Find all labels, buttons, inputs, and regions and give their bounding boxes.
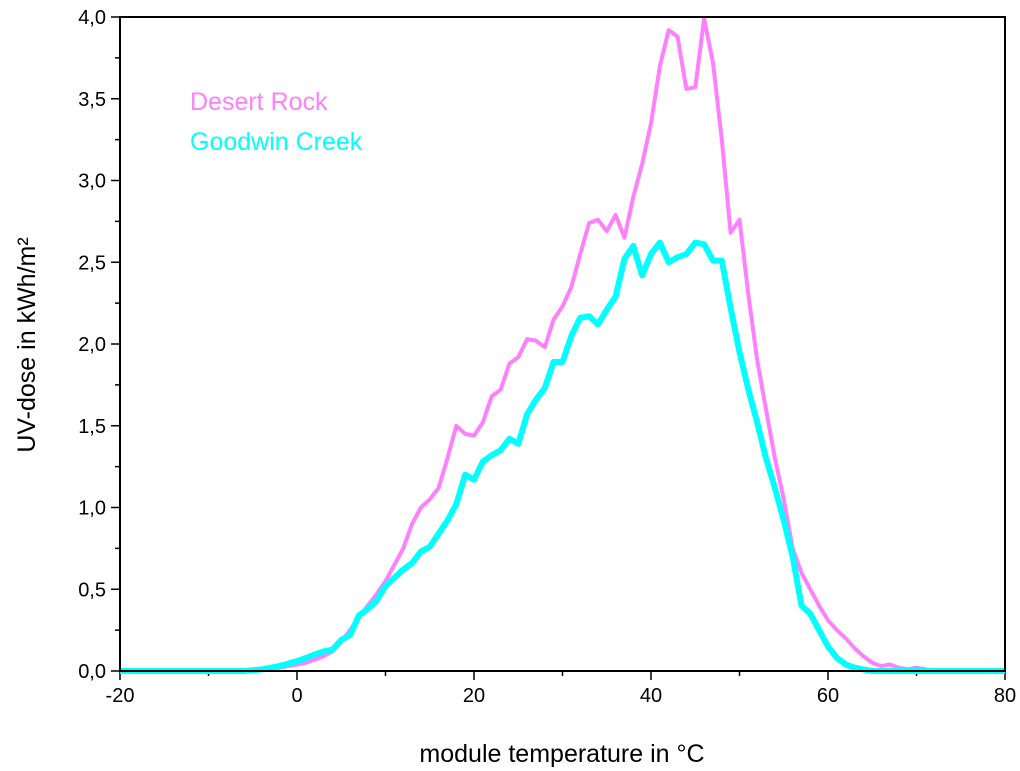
x-tick-label: 0	[291, 685, 302, 707]
series-line-desert-rock	[120, 16, 1005, 673]
y-tick-label: 2,0	[78, 334, 106, 356]
y-tick-label: 4,0	[78, 7, 106, 29]
y-tick-label: 1,0	[78, 498, 106, 520]
legend-entry-goodwin-creek: Goodwin Creek	[190, 128, 363, 156]
y-tick-label: 3,5	[78, 89, 106, 111]
y-tick-label: 1,5	[78, 416, 106, 438]
legend-entry-desert-rock: Desert Rock	[190, 88, 328, 116]
tick-labels: -20 0 20 40 60 80 0,0 0,5 1,0 1,5 2,0 2,5 3,0 3,5 4,0	[78, 7, 1016, 707]
x-tick-label: 20	[463, 685, 485, 707]
y-tick-label: 0,0	[78, 661, 106, 683]
x-tick-label: 40	[640, 685, 662, 707]
series-lines	[120, 16, 1005, 674]
y-tick-label: 0,5	[78, 579, 106, 601]
series-line-goodwin-creek	[120, 239, 1005, 674]
y-tick-label: 3,0	[78, 171, 106, 193]
x-tick-label: 80	[994, 685, 1016, 707]
y-tick-label: 2,5	[78, 252, 106, 274]
x-tick-label: -20	[106, 685, 135, 707]
y-axis-title: UV-dose in kWh/m²	[13, 237, 41, 452]
x-axis-title: module temperature in °C	[419, 740, 704, 768]
axis-ticks	[111, 16, 1006, 680]
plot-frame	[119, 16, 1006, 672]
x-tick-label: 60	[817, 685, 839, 707]
legend: Desert Rock Goodwin Creek	[190, 88, 363, 156]
